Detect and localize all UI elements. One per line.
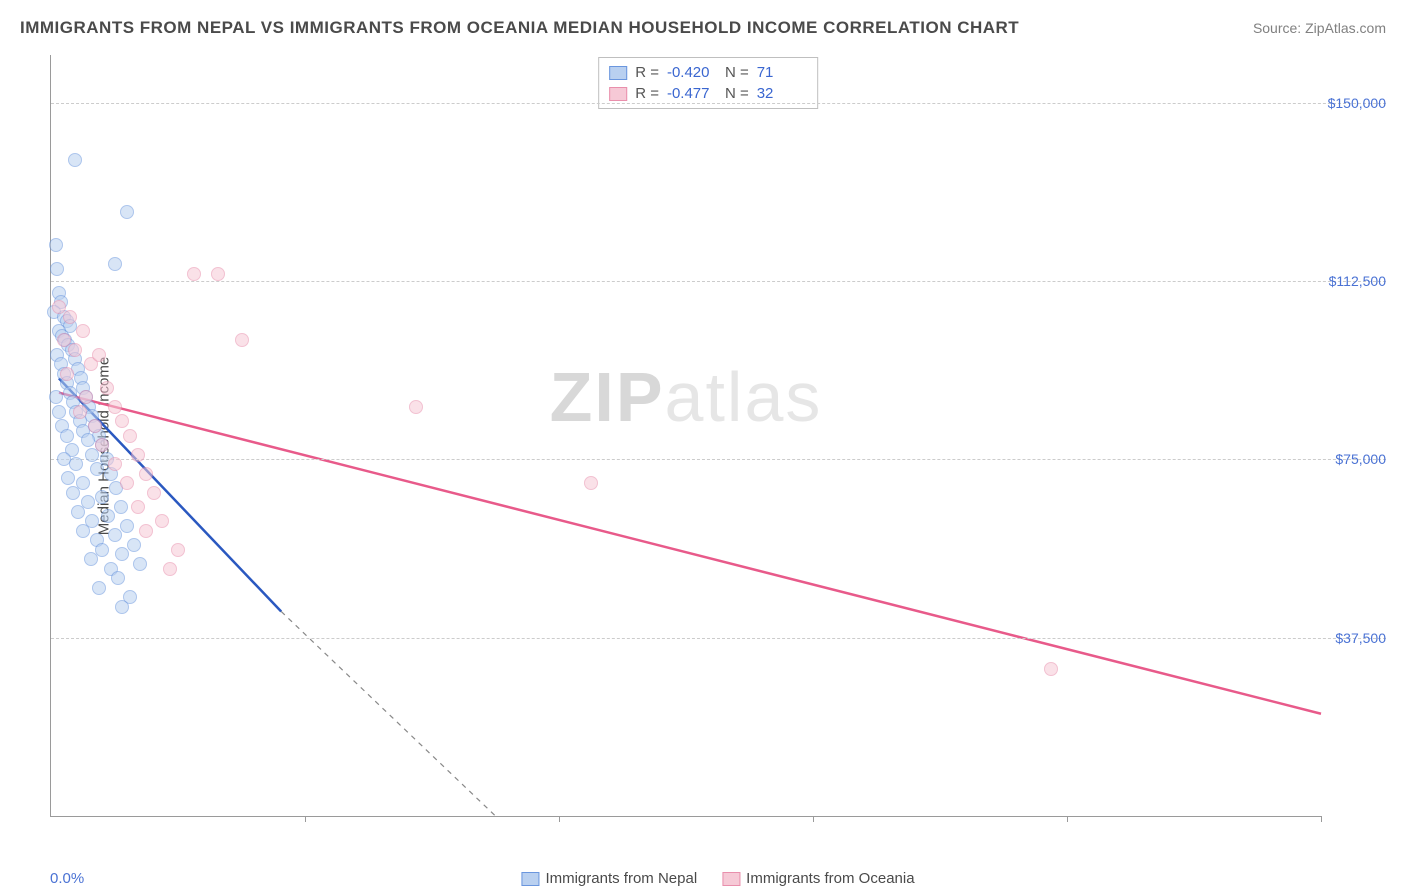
data-point (73, 405, 87, 419)
y-tick-label: $75,000 (1324, 451, 1386, 467)
data-point (49, 390, 63, 404)
data-point (127, 538, 141, 552)
y-tick-label: $150,000 (1324, 95, 1386, 111)
data-point (100, 381, 114, 395)
data-point (584, 476, 598, 490)
y-tick-label: $37,500 (1324, 630, 1386, 646)
stats-legend-row: R = -0.477 N = 32 (609, 83, 807, 104)
data-point (133, 557, 147, 571)
legend-item: Immigrants from Nepal (521, 870, 697, 887)
data-point (95, 438, 109, 452)
x-tick (813, 816, 814, 822)
data-point (1044, 662, 1058, 676)
x-axis-min-label: 0.0% (50, 870, 84, 887)
trend-line (59, 393, 1321, 714)
data-point (63, 310, 77, 324)
data-point (60, 429, 74, 443)
data-point (108, 257, 122, 271)
data-point (211, 267, 225, 281)
data-point (61, 471, 75, 485)
data-point (84, 552, 98, 566)
data-point (68, 153, 82, 167)
data-point (68, 343, 82, 357)
stats-legend: R = -0.420 N = 71 R = -0.477 N = 32 (598, 57, 818, 109)
series-legend: Immigrants from Nepal Immigrants from Oce… (521, 870, 914, 887)
legend-label: Immigrants from Oceania (746, 870, 914, 887)
data-point (60, 367, 74, 381)
data-point (163, 562, 177, 576)
data-point (92, 348, 106, 362)
data-point (131, 448, 145, 462)
data-point (108, 528, 122, 542)
stat-r-label: R = (635, 85, 659, 102)
legend-swatch (609, 87, 627, 101)
data-point (187, 267, 201, 281)
data-point (120, 476, 134, 490)
stat-r-value: -0.477 (667, 85, 717, 102)
y-tick-label: $112,500 (1324, 273, 1386, 289)
stat-n-label: N = (725, 64, 749, 81)
plot-area: ZIPatlas R =-0.420N =71R =-0.477N =32 $3… (50, 55, 1321, 817)
x-tick (1321, 816, 1322, 822)
x-tick (1067, 816, 1068, 822)
data-point (108, 400, 122, 414)
data-point (90, 462, 104, 476)
stat-r-label: R = (635, 64, 659, 81)
data-point (111, 571, 125, 585)
data-point (108, 457, 122, 471)
data-point (79, 390, 93, 404)
stat-n-label: N = (725, 85, 749, 102)
x-tick (559, 816, 560, 822)
data-point (101, 509, 115, 523)
data-point (50, 262, 64, 276)
legend-item: Immigrants from Oceania (722, 870, 914, 887)
data-point (171, 543, 185, 557)
data-point (409, 400, 423, 414)
data-point (115, 600, 129, 614)
trend-lines-layer (51, 55, 1321, 816)
data-point (115, 414, 129, 428)
stat-r-value: -0.420 (667, 64, 717, 81)
data-point (115, 547, 129, 561)
data-point (88, 419, 102, 433)
data-point (131, 500, 145, 514)
data-point (147, 486, 161, 500)
chart-title: IMMIGRANTS FROM NEPAL VS IMMIGRANTS FROM… (20, 18, 1019, 38)
data-point (114, 500, 128, 514)
legend-label: Immigrants from Nepal (545, 870, 697, 887)
data-point (92, 581, 106, 595)
data-point (76, 324, 90, 338)
data-point (95, 490, 109, 504)
legend-swatch (722, 872, 740, 886)
data-point (52, 405, 66, 419)
data-point (66, 486, 80, 500)
trend-line-extrapolated (281, 611, 495, 816)
stats-legend-row: R = -0.420 N = 71 (609, 62, 807, 83)
gridline-horizontal (51, 459, 1386, 460)
data-point (155, 514, 169, 528)
data-point (76, 524, 90, 538)
data-point (120, 519, 134, 533)
data-point (235, 333, 249, 347)
legend-swatch (521, 872, 539, 886)
gridline-horizontal (51, 638, 1386, 639)
data-point (123, 429, 137, 443)
gridline-horizontal (51, 103, 1386, 104)
data-point (81, 433, 95, 447)
gridline-horizontal (51, 281, 1386, 282)
data-point (120, 205, 134, 219)
data-point (139, 524, 153, 538)
data-point (139, 467, 153, 481)
source-attribution: Source: ZipAtlas.com (1253, 20, 1386, 36)
stat-n-value: 32 (757, 85, 807, 102)
data-point (69, 457, 83, 471)
data-point (49, 238, 63, 252)
stat-n-value: 71 (757, 64, 807, 81)
legend-swatch (609, 66, 627, 80)
data-point (95, 543, 109, 557)
chart-container: Median Household Income ZIPatlas R =-0.4… (50, 55, 1386, 837)
data-point (71, 505, 85, 519)
x-tick (305, 816, 306, 822)
